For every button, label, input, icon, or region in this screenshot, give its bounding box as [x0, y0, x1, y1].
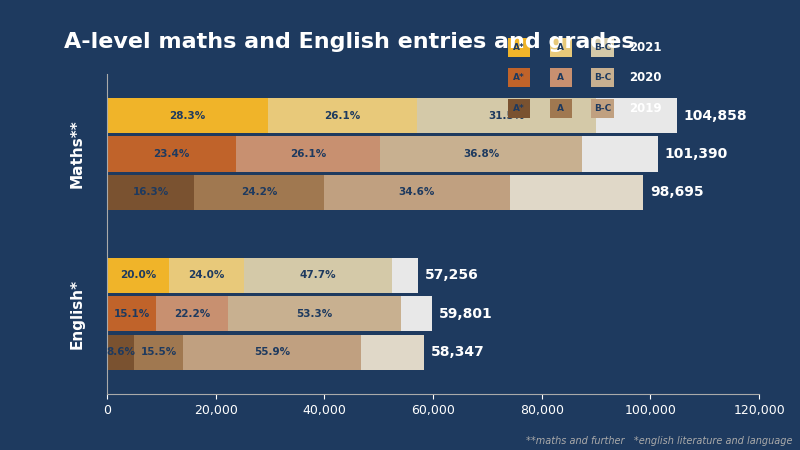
Bar	[324, 175, 510, 210]
Bar	[134, 334, 183, 370]
Text: A: A	[558, 104, 564, 113]
Bar	[236, 136, 380, 171]
Text: A: A	[558, 43, 564, 52]
Bar	[417, 98, 597, 133]
Bar	[582, 136, 658, 171]
Bar	[107, 98, 268, 133]
Text: 47.7%: 47.7%	[300, 270, 336, 280]
Text: A*: A*	[514, 104, 525, 113]
Text: 22.2%: 22.2%	[174, 309, 210, 319]
Text: 24.2%: 24.2%	[241, 187, 278, 198]
Text: 24.0%: 24.0%	[188, 270, 225, 280]
Text: 23.4%: 23.4%	[154, 149, 190, 159]
Text: Maths**: Maths**	[70, 120, 85, 189]
Text: 20.0%: 20.0%	[120, 270, 156, 280]
Bar	[156, 296, 228, 331]
Bar	[380, 136, 582, 171]
Text: 2019: 2019	[629, 102, 662, 115]
Text: 57,256: 57,256	[425, 268, 478, 283]
Text: 16.3%: 16.3%	[133, 187, 169, 198]
Bar	[107, 175, 194, 210]
Text: B-C: B-C	[594, 43, 611, 52]
Text: A-level maths and English entries and grades: A-level maths and English entries and gr…	[64, 32, 634, 51]
Bar	[183, 334, 361, 370]
Bar	[244, 258, 392, 293]
Text: 26.1%: 26.1%	[325, 111, 361, 121]
Bar	[169, 258, 244, 293]
Text: 36.8%: 36.8%	[463, 149, 499, 159]
Text: 31.5%: 31.5%	[489, 111, 525, 121]
Text: 8.6%: 8.6%	[106, 347, 135, 357]
Text: 59,801: 59,801	[438, 307, 492, 321]
Bar	[268, 98, 417, 133]
Bar	[228, 296, 402, 331]
Bar	[392, 258, 418, 293]
Text: 15.5%: 15.5%	[141, 347, 177, 357]
Text: 58,347: 58,347	[430, 345, 484, 359]
Text: **maths and further   *english literature and language: **maths and further *english literature …	[526, 436, 792, 446]
Text: 15.1%: 15.1%	[114, 309, 150, 319]
Text: 2021: 2021	[629, 41, 662, 54]
Text: 98,695: 98,695	[650, 185, 703, 199]
Text: 55.9%: 55.9%	[254, 347, 290, 357]
Text: A: A	[558, 73, 564, 82]
Text: B-C: B-C	[594, 73, 611, 82]
Text: B-C: B-C	[594, 104, 611, 113]
Text: 101,390: 101,390	[665, 147, 728, 161]
Bar	[107, 136, 236, 171]
Text: 34.6%: 34.6%	[398, 187, 435, 198]
Bar	[510, 175, 643, 210]
Bar	[107, 296, 156, 331]
Bar	[361, 334, 424, 370]
Text: 53.3%: 53.3%	[297, 309, 333, 319]
Text: 28.3%: 28.3%	[170, 111, 206, 121]
Bar	[402, 296, 432, 331]
Text: A*: A*	[514, 43, 525, 52]
Bar	[107, 334, 134, 370]
Bar	[597, 98, 677, 133]
Text: English*: English*	[70, 279, 85, 349]
Text: 26.1%: 26.1%	[290, 149, 326, 159]
Text: A*: A*	[514, 73, 525, 82]
Text: 104,858: 104,858	[683, 108, 747, 123]
Bar	[107, 258, 169, 293]
Text: 2020: 2020	[629, 72, 662, 84]
Bar	[194, 175, 324, 210]
